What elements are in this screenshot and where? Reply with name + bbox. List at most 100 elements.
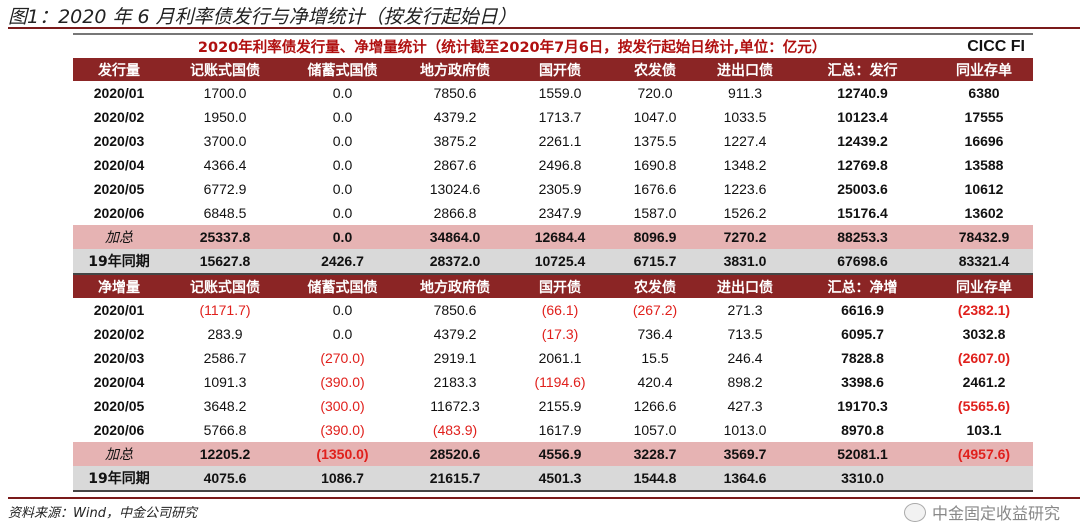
- table-cell: 6715.7: [610, 249, 700, 275]
- column-header: 进出口债: [700, 274, 790, 298]
- table-cell: 2020/02: [93, 326, 145, 342]
- table-cell: 1364.6: [700, 466, 790, 492]
- table-cell: 2919.1: [433, 350, 477, 366]
- table-cell: 3648.2: [203, 398, 247, 414]
- column-header: 发行量: [73, 58, 165, 81]
- table-cell: 0.0: [332, 205, 353, 221]
- table-cell: (66.1): [541, 302, 579, 318]
- wechat-icon: [903, 502, 926, 522]
- table-cell: 1091.3: [203, 374, 247, 390]
- net-data-row: 2020/05 3648.2 (300.0) 11672.3 2155.9 1266.6 4…: [73, 394, 1033, 418]
- table-cell: 2183.3: [433, 374, 477, 390]
- table-cell: 1526.2: [723, 205, 767, 221]
- table-cell: 7270.2: [700, 225, 790, 249]
- table-cell: 736.4: [637, 326, 673, 342]
- table-cell: 103.1: [966, 422, 1002, 438]
- table-cell: 6772.9: [203, 181, 247, 197]
- table-cell: 0.0: [332, 181, 353, 197]
- table-cell: 1013.0: [723, 422, 767, 438]
- caption-text: 2020年利率债发行量、净增量统计（统计截至2020年7月6日，按发行起始日统计…: [197, 40, 827, 56]
- table-cell: 2020/06: [93, 422, 145, 438]
- table-cell: 2866.8: [433, 205, 477, 221]
- table-cell: 2261.1: [538, 133, 582, 149]
- table-cell: 12740.9: [837, 85, 888, 101]
- table-cell: 1559.0: [538, 85, 582, 101]
- table-cell: 17555: [964, 109, 1004, 125]
- table-cell: 283.9: [207, 326, 243, 342]
- table-cell: 6095.7: [841, 326, 884, 342]
- table-cell: (300.0): [320, 398, 365, 414]
- table-cell: 0.0: [332, 157, 353, 173]
- table-cell: 8970.8: [841, 422, 884, 438]
- table-cell: 0.0: [332, 85, 353, 101]
- table-cell: 1348.2: [723, 157, 767, 173]
- figure-title: 图1：2020 年 6 月利率债发行与净增统计（按发行起始日）: [8, 6, 517, 28]
- table-cell: 0.0: [332, 302, 353, 318]
- issuance-data-row: 2020/05 6772.9 0.0 13024.6 2305.9 1676.6 1223.…: [73, 177, 1033, 201]
- bottom-divider: [8, 497, 1080, 499]
- table-cell: 2020/05: [93, 181, 145, 197]
- table-cell: 21615.7: [400, 466, 510, 492]
- column-header: 汇总：净增: [790, 274, 935, 298]
- table-cell: 3875.2: [433, 133, 477, 149]
- table-cell: (4957.6): [935, 442, 1033, 466]
- table-cell: 1375.5: [633, 133, 677, 149]
- column-header: 国开债: [510, 274, 610, 298]
- table-cell: 720.0: [637, 85, 673, 101]
- table-cell: 2867.6: [433, 157, 477, 173]
- table-cell: (1171.7): [199, 302, 251, 318]
- table-cell: 2020/03: [93, 350, 145, 366]
- table-cell: 67698.6: [790, 249, 935, 275]
- table-cell: 15627.8: [165, 249, 285, 275]
- issuance-data-row: 2020/01 1700.0 0.0 7850.6 1559.0 720.0 911.3 12…: [73, 81, 1033, 105]
- table-cell: 6380: [968, 85, 1000, 101]
- table-cell: 2020/04: [93, 374, 145, 390]
- table-cell: 10612: [964, 181, 1004, 197]
- table-cell: 88253.3: [790, 225, 935, 249]
- table-cell: 2020/02: [93, 109, 145, 125]
- table-cell: 2020/03: [93, 133, 145, 149]
- table-cell: 3032.8: [962, 326, 1006, 342]
- issuance-ly-row: 19年同期 15627.8 2426.7 28372.0 10725.4 6715.7 38…: [73, 249, 1033, 275]
- table-cell: 898.2: [727, 374, 763, 390]
- table-cell: (390.0): [320, 422, 365, 438]
- table-cell: 1057.0: [633, 422, 677, 438]
- table-cell: 12439.2: [837, 133, 888, 149]
- table-cell: 12684.4: [510, 225, 610, 249]
- table-cell: 1690.8: [633, 157, 677, 173]
- table-cell: 3310.0: [790, 466, 935, 492]
- table-cell: 10725.4: [510, 249, 610, 275]
- table-cell: 2061.1: [538, 350, 582, 366]
- table-cell: 78432.9: [935, 225, 1033, 249]
- net-data-row: 2020/04 1091.3 (390.0) 2183.3 (1194.6) 420.4 8…: [73, 370, 1033, 394]
- table-cell: 7850.6: [433, 302, 477, 318]
- table-cell: 15176.4: [837, 205, 888, 221]
- table-cell: 8096.9: [610, 225, 700, 249]
- table-cell: 15.5: [641, 350, 669, 366]
- table-cell: 25337.8: [165, 225, 285, 249]
- table-cell: 7850.6: [433, 85, 477, 101]
- column-header: 同业存单: [935, 274, 1033, 298]
- table-cell: 0.0: [332, 109, 353, 125]
- net-total-row: 加总 12205.2 (1350.0) 28520.6 4556.9 3228.7 3569…: [73, 442, 1033, 466]
- net-data-row: 2020/02 283.9 0.0 4379.2 (17.3) 736.4 713.5 609…: [73, 322, 1033, 346]
- table-cell: (483.9): [432, 422, 478, 438]
- table-cell: 2347.9: [538, 205, 582, 221]
- table-cell: 0.0: [332, 326, 353, 342]
- table-cell: 4501.3: [510, 466, 610, 492]
- issuance-hdr-row: 发行量 记账式国债 储蓄式国债 地方政府债 国开债 农发债 进出口债 汇总：发行 同业存单: [73, 58, 1033, 81]
- table-cell: 1047.0: [633, 109, 677, 125]
- table-cell: 271.3: [727, 302, 763, 318]
- issuance-data-row: 2020/04 4366.4 0.0 2867.6 2496.8 1690.8 1348.2…: [73, 153, 1033, 177]
- net-hdr-row: 净增量 记账式国债 储蓄式国债 地方政府债 国开债 农发债 进出口债 汇总：净增 同业存单: [73, 274, 1033, 298]
- table-cell: 246.4: [727, 350, 763, 366]
- table-cell: (5565.6): [957, 398, 1011, 414]
- column-header: 记账式国债: [165, 58, 285, 81]
- table-cell: (2382.1): [957, 302, 1011, 318]
- table-cell: 10123.4: [837, 109, 888, 125]
- column-header: 农发债: [610, 58, 700, 81]
- table-cell: 4075.6: [165, 466, 285, 492]
- table-cell: 12769.8: [837, 157, 888, 173]
- issuance-data-row: 2020/02 1950.0 0.0 4379.2 1713.7 1047.0 1033.5…: [73, 105, 1033, 129]
- table-cell: 7828.8: [841, 350, 884, 366]
